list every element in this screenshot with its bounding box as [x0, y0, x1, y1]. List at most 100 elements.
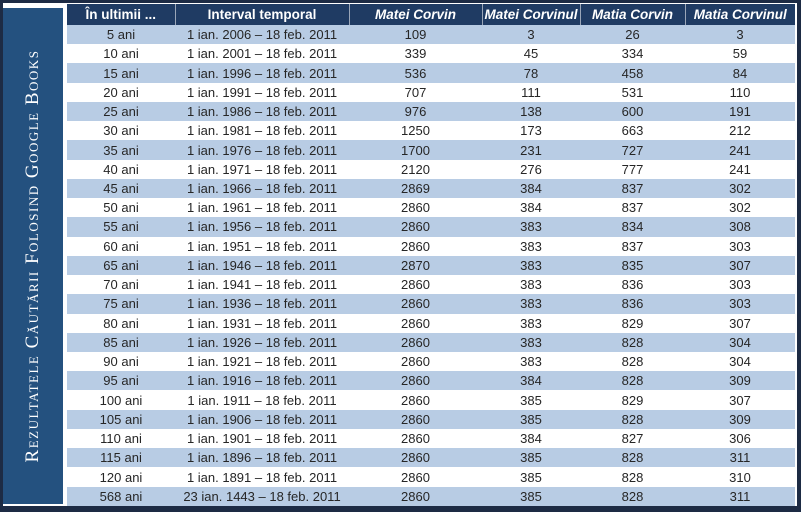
cell: 385	[482, 486, 580, 506]
table-body: 5 ani 1 ian. 2006 – 18 feb. 2011 109 3 26 3 10…	[67, 25, 795, 506]
table-row: 55 ani 1 ian. 1956 – 18 feb. 2011 2860 383 8…	[67, 217, 795, 237]
cell: 5 ani	[67, 25, 175, 45]
cell: 536	[349, 63, 482, 83]
cell: 10 ani	[67, 44, 175, 64]
cell: 339	[349, 44, 482, 64]
cell: 384	[482, 428, 580, 449]
cell: 727	[580, 140, 685, 160]
cell: 173	[482, 121, 580, 141]
cell: 835	[580, 255, 685, 276]
cell: 23 ian. 1443 – 18 feb. 2011	[175, 486, 349, 506]
cell: 2120	[349, 159, 482, 179]
table-row: 5 ani 1 ian. 2006 – 18 feb. 2011 109 3 26 3	[67, 25, 795, 45]
cell: 1 ian. 1911 – 18 feb. 2011	[175, 390, 349, 410]
cell: 303	[685, 236, 795, 256]
cell: 385	[482, 467, 580, 487]
table-row: 85 ani 1 ian. 1926 – 18 feb. 2011 2860 383 8…	[67, 332, 795, 352]
results-table-area: În ultimii ... Interval temporal Matei Cor…	[67, 3, 797, 506]
cell: 212	[685, 121, 795, 141]
cell: 837	[580, 178, 685, 199]
cell: 1 ian. 1956 – 18 feb. 2011	[175, 217, 349, 237]
cell: 2860	[349, 217, 482, 237]
cell: 3	[482, 25, 580, 45]
cell: 311	[685, 448, 795, 468]
cell: 1 ian. 1961 – 18 feb. 2011	[175, 198, 349, 218]
cell: 231	[482, 140, 580, 160]
cell: 458	[580, 63, 685, 83]
cell: 2860	[349, 371, 482, 391]
cell: 1 ian. 1951 – 18 feb. 2011	[175, 236, 349, 256]
cell: 90 ani	[67, 351, 175, 372]
table-row: 70 ani 1 ian. 1941 – 18 feb. 2011 2860 383 8…	[67, 275, 795, 295]
cell: 30 ani	[67, 121, 175, 141]
cell: 383	[482, 275, 580, 295]
cell: 50 ani	[67, 198, 175, 218]
cell: 304	[685, 351, 795, 372]
cell: 1 ian. 1921 – 18 feb. 2011	[175, 351, 349, 372]
cell: 80 ani	[67, 313, 175, 333]
table-row: 50 ani 1 ian. 1961 – 18 feb. 2011 2860 384 8…	[67, 198, 795, 218]
cell: 241	[685, 159, 795, 179]
cell: 1 ian. 1976 – 18 feb. 2011	[175, 140, 349, 160]
cell: 138	[482, 101, 580, 122]
cell: 115 ani	[67, 448, 175, 468]
cell: 302	[685, 178, 795, 199]
cell: 308	[685, 217, 795, 237]
cell: 976	[349, 101, 482, 122]
cell: 40 ani	[67, 159, 175, 179]
cell: 20 ani	[67, 82, 175, 102]
results-table: În ultimii ... Interval temporal Matei Cor…	[67, 4, 795, 506]
cell: 2860	[349, 275, 482, 295]
cell: 55 ani	[67, 217, 175, 237]
cell: 2860	[349, 236, 482, 256]
cell: 383	[482, 255, 580, 276]
table-row: 15 ani 1 ian. 1996 – 18 feb. 2011 536 78 458…	[67, 63, 795, 83]
cell: 383	[482, 236, 580, 256]
cell: 1 ian. 1996 – 18 feb. 2011	[175, 63, 349, 83]
table-row: 35 ani 1 ian. 1976 – 18 feb. 2011 1700 231 7…	[67, 140, 795, 160]
column-header: Interval temporal	[175, 4, 350, 25]
cell: 25 ani	[67, 101, 175, 122]
cell: 383	[482, 351, 580, 372]
cell: 306	[685, 428, 795, 449]
cell: 109	[349, 25, 482, 45]
table-row: 40 ani 1 ian. 1971 – 18 feb. 2011 2120 276 7…	[67, 159, 795, 179]
cell: 120 ani	[67, 467, 175, 487]
cell: 531	[580, 82, 685, 102]
cell: 2860	[349, 390, 482, 410]
table-row: 80 ani 1 ian. 1931 – 18 feb. 2011 2860 383 8…	[67, 313, 795, 333]
cell: 1 ian. 1986 – 18 feb. 2011	[175, 101, 349, 122]
cell: 95 ani	[67, 371, 175, 391]
cell: 383	[482, 313, 580, 333]
cell: 828	[580, 332, 685, 352]
cell: 837	[580, 236, 685, 256]
table-row: 115 ani 1 ian. 1896 – 18 feb. 2011 2860 385…	[67, 448, 795, 468]
cell: 828	[580, 448, 685, 468]
cell: 2860	[349, 198, 482, 218]
cell: 26	[580, 25, 685, 45]
cell: 309	[685, 371, 795, 391]
column-header: Matei Corvinul	[482, 4, 581, 25]
cell: 827	[580, 428, 685, 449]
cell: 334	[580, 44, 685, 64]
cell: 45 ani	[67, 178, 175, 199]
cell: 2860	[349, 486, 482, 506]
cell: 307	[685, 390, 795, 410]
cell: 384	[482, 371, 580, 391]
cell: 2869	[349, 178, 482, 199]
cell: 1250	[349, 121, 482, 141]
cell: 2870	[349, 255, 482, 276]
column-header: Matei Corvin	[349, 4, 483, 25]
cell: 836	[580, 275, 685, 295]
table-row: 20 ani 1 ian. 1991 – 18 feb. 2011 707 111 53…	[67, 82, 795, 102]
cell: 3	[685, 25, 795, 45]
sidebar-title: Rezultatele Căutării Folosind Google Boo…	[22, 49, 43, 463]
cell: 1 ian. 1971 – 18 feb. 2011	[175, 159, 349, 179]
cell: 1 ian. 1916 – 18 feb. 2011	[175, 371, 349, 391]
cell: 385	[482, 409, 580, 429]
cell: 75 ani	[67, 294, 175, 314]
cell: 2860	[349, 428, 482, 449]
cell: 1 ian. 1891 – 18 feb. 2011	[175, 467, 349, 487]
cell: 1 ian. 1901 – 18 feb. 2011	[175, 428, 349, 449]
cell: 35 ani	[67, 140, 175, 160]
